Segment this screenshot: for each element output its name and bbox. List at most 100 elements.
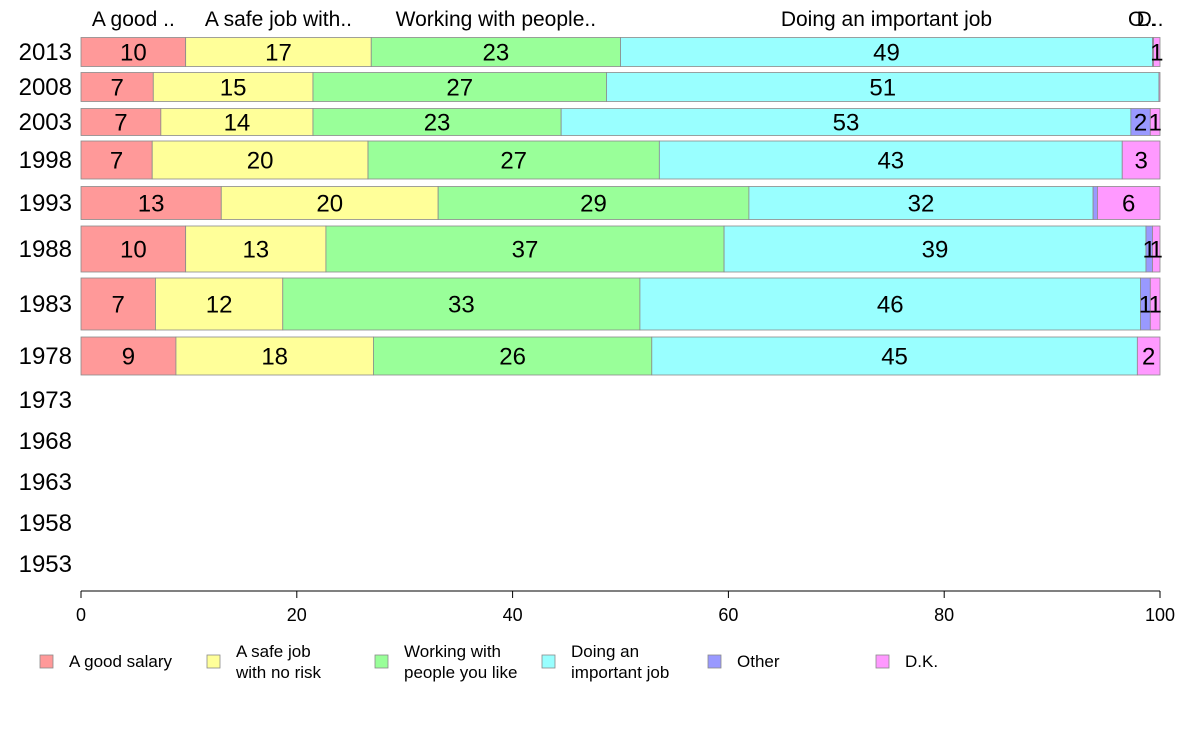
bar-1988-working-with-people-you-like	[325, 225, 725, 273]
legend-item-working-with-people-you-like: Working with people you like	[374, 642, 517, 682]
top-label-doing-an-important-job: Doing an important job	[781, 8, 992, 31]
bar-1998-a-safe-job-with-no-risk	[151, 140, 369, 180]
legend-swatch-a-good-salary	[39, 654, 54, 669]
legend-label-a-safe-job-with-no-risk-2: with no risk	[235, 663, 322, 682]
bar-label-1998-a-good-salary: 7	[110, 148, 123, 175]
legend-swatch-d-k	[875, 654, 890, 669]
year-label-1958: 1958	[19, 510, 72, 537]
bar-1983-d-k	[1149, 277, 1161, 331]
year-label-1978: 1978	[19, 343, 72, 370]
bar-label-1998-working-with-people-you-like: 27	[500, 148, 527, 175]
legend-swatch-other	[707, 654, 722, 669]
bar-1993-a-good-salary	[80, 186, 222, 220]
x-tick-label-0: 0	[76, 605, 86, 625]
bar-label-2013-a-good-salary: 10	[120, 40, 147, 67]
bar-2013-a-safe-job-with-no-risk	[185, 37, 372, 67]
x-tick-label-40: 40	[503, 605, 523, 625]
bar-label-1993-a-safe-job-with-no-risk: 20	[316, 191, 343, 218]
legend-item-a-safe-job-with-no-risk: A safe job with no risk	[206, 642, 322, 682]
bar-label-2003-a-good-salary: 7	[114, 110, 127, 137]
x-tick-label-60: 60	[718, 605, 738, 625]
bar-2008-d-k	[1158, 72, 1161, 102]
legend-label-a-safe-job-with-no-risk-1: A safe job	[236, 642, 311, 661]
bar-1998-working-with-people-you-like	[367, 140, 660, 180]
legend-label-a-good-salary: A good salary	[69, 652, 173, 671]
x-tick-label-100: 100	[1145, 605, 1175, 625]
bar-label-1978-doing-an-important-job: 45	[881, 344, 908, 371]
bar-1983-working-with-people-you-like	[282, 277, 641, 331]
bar-label-1998-a-safe-job-with-no-risk: 20	[247, 148, 274, 175]
legend-label-doing-an-important-job-2: important job	[571, 663, 669, 682]
bar-label-1998-d-k: 3	[1134, 148, 1147, 175]
bar-1993-a-safe-job-with-no-risk	[220, 186, 439, 220]
bar-1988-a-safe-job-with-no-risk	[185, 225, 327, 273]
bar-label-2003-d-k: 1	[1148, 110, 1161, 137]
legend-item-other: Other	[707, 652, 780, 671]
bar-label-1993-working-with-people-you-like: 29	[580, 191, 607, 218]
bar-label-1978-d-k: 2	[1142, 344, 1155, 371]
bar-label-1983-other: 1	[1139, 292, 1152, 319]
year-label-1988: 1988	[19, 236, 72, 263]
bar-label-1998-doing-an-important-job: 43	[877, 148, 904, 175]
bar-2008-a-safe-job-with-no-risk	[152, 72, 314, 102]
legend-item-d-k: D.K.	[875, 652, 938, 671]
bar-label-2003-working-with-people-you-like: 23	[424, 110, 451, 137]
legend-label-d-k: D.K.	[905, 652, 938, 671]
legend-label-working-with-people-you-like-1: Working with	[404, 642, 501, 661]
bar-1988-a-good-salary	[80, 225, 187, 273]
legend-swatch-doing-an-important-job	[541, 654, 556, 669]
bar-1998-doing-an-important-job	[658, 140, 1123, 180]
bar-2003-working-with-people-you-like	[312, 108, 562, 136]
bar-label-2013-a-safe-job-with-no-risk: 17	[265, 40, 292, 67]
bar-1993-doing-an-important-job	[748, 186, 1094, 220]
bar-label-1988-working-with-people-you-like: 37	[512, 237, 539, 264]
bar-2003-d-k	[1149, 108, 1161, 136]
bar-label-1993-d-k: 6	[1122, 191, 1135, 218]
top-label-a-safe-job-with-no-risk: A safe job with..	[205, 8, 352, 31]
bar-label-2013-doing-an-important-job: 49	[873, 40, 900, 67]
legend-swatch-a-safe-job-with-no-risk	[206, 654, 221, 669]
bar-label-2013-d-k: 1	[1150, 40, 1163, 67]
bar-2008-a-good-salary	[80, 72, 154, 102]
bar-1998-a-good-salary	[80, 140, 153, 180]
bar-1993-other	[1092, 186, 1098, 220]
legend: A good salary A safe job with no risk Worki…	[39, 642, 938, 682]
bar-label-1983-doing-an-important-job: 46	[877, 292, 904, 319]
x-axis: 0 20 40 60 80 100	[76, 590, 1175, 625]
year-label-1953: 1953	[19, 551, 72, 578]
bars-area: 10 17 23 49 17 15 27 517 14 23 53 2 17 20 27 43 313 20 29 3…	[80, 37, 1163, 376]
legend-item-a-good-salary: A good salary	[39, 652, 173, 671]
bar-label-1988-a-safe-job-with-no-risk: 13	[242, 237, 269, 264]
bar-2003-a-good-salary	[80, 108, 162, 136]
year-label-1963: 1963	[19, 469, 72, 496]
legend-label-doing-an-important-job-1: Doing an	[571, 642, 639, 661]
legend-item-doing-an-important-job: Doing an important job	[541, 642, 669, 682]
bar-label-1983-working-with-people-you-like: 33	[448, 292, 475, 319]
bar-label-1983-d-k: 1	[1148, 292, 1161, 319]
bar-2008-working-with-people-you-like	[312, 72, 607, 102]
bar-label-1988-doing-an-important-job: 39	[922, 237, 949, 264]
year-label-2003: 2003	[19, 109, 72, 136]
bar-label-2008-a-safe-job-with-no-risk: 15	[220, 75, 247, 102]
bar-label-2013-working-with-people-you-like: 23	[483, 40, 510, 67]
bar-1978-a-safe-job-with-no-risk	[175, 336, 374, 376]
bar-1978-a-good-salary	[80, 336, 177, 376]
bar-label-2008-doing-an-important-job: 51	[869, 75, 896, 102]
legend-label-other: Other	[737, 652, 780, 671]
top-category-labels: A good .. A safe job with.. Working with p…	[92, 8, 1164, 31]
bar-1983-doing-an-important-job	[639, 277, 1141, 331]
bar-1988-d-k	[1152, 225, 1161, 273]
year-axis-labels: 2013 2008 2003 1998 1993 1988 1983 1978 1973 1968…	[19, 39, 72, 578]
bar-1988-doing-an-important-job	[723, 225, 1147, 273]
bar-label-1983-a-good-salary: 7	[112, 292, 125, 319]
bar-label-1993-doing-an-important-job: 32	[908, 191, 935, 218]
x-tick-label-80: 80	[934, 605, 954, 625]
year-label-2013: 2013	[19, 39, 72, 66]
bar-label-2008-working-with-people-you-like: 27	[446, 75, 473, 102]
bar-1978-working-with-people-you-like	[373, 336, 653, 376]
bar-1978-doing-an-important-job	[651, 336, 1138, 376]
top-label-d-k: D..	[1137, 8, 1164, 31]
bar-label-2003-other: 2	[1134, 110, 1147, 137]
bar-label-1988-a-good-salary: 10	[120, 237, 147, 264]
